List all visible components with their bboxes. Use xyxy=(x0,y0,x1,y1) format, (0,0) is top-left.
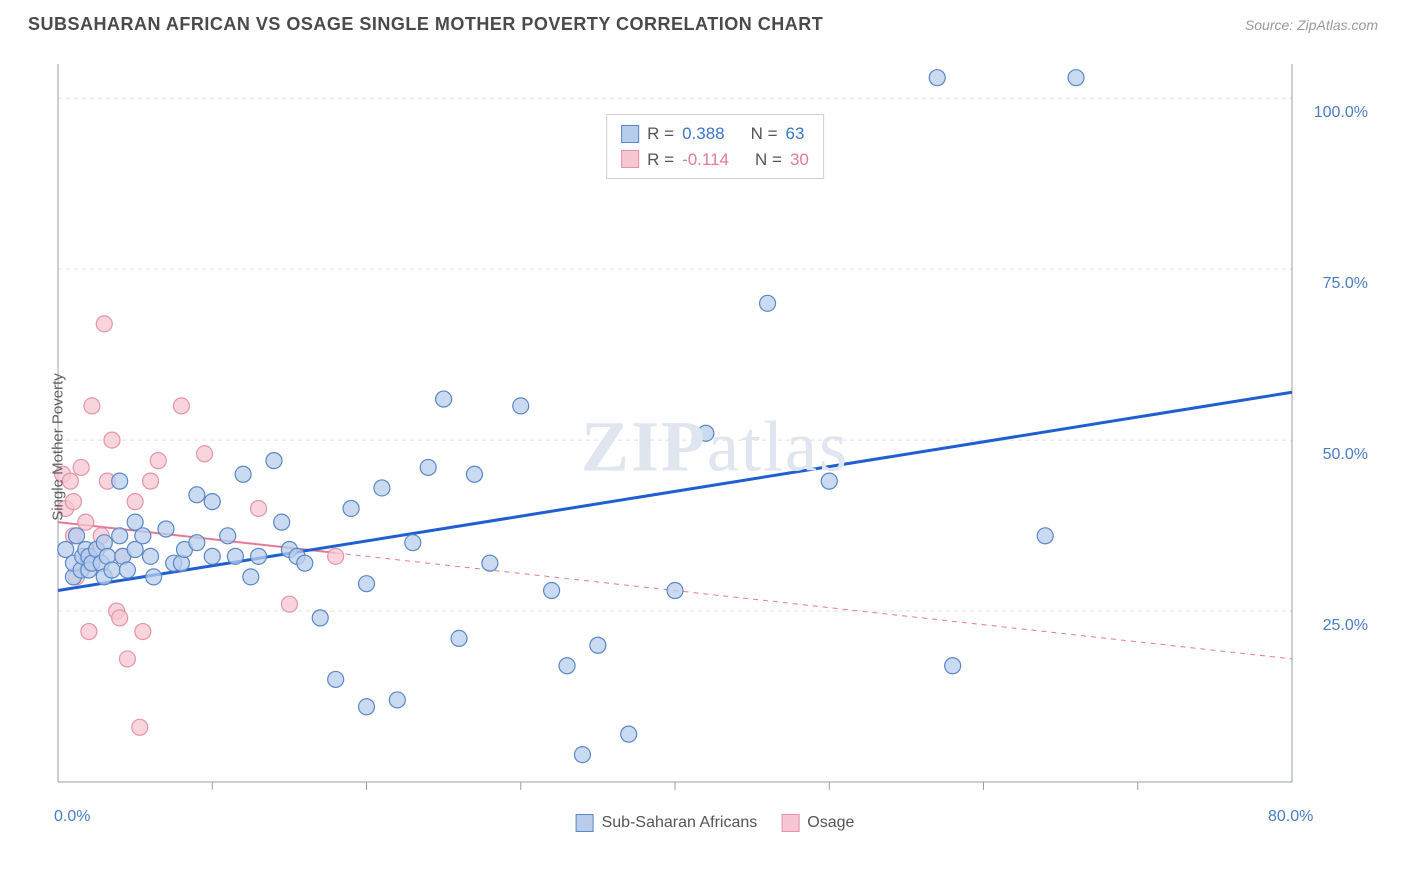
x-tick-label: 80.0% xyxy=(1268,808,1313,826)
r-label: R = xyxy=(647,121,674,147)
legend-item: Osage xyxy=(781,814,854,832)
chart-title: SUBSAHARAN AFRICAN VS OSAGE SINGLE MOTHE… xyxy=(28,14,823,35)
y-tick-label: 100.0% xyxy=(1314,104,1368,122)
chart-container: Single Mother Poverty ZIPatlas R =0.388N… xyxy=(48,52,1382,842)
chart-header: SUBSAHARAN AFRICAN VS OSAGE SINGLE MOTHE… xyxy=(0,0,1406,43)
stats-row: R = 0.388 N = 63 xyxy=(621,121,809,147)
series-swatch xyxy=(576,814,594,832)
y-tick-label: 25.0% xyxy=(1323,617,1368,635)
legend-item: Sub-Saharan Africans xyxy=(576,814,758,832)
stats-row: R = -0.114 N = 30 xyxy=(621,147,809,173)
chart-source: Source: ZipAtlas.com xyxy=(1245,17,1378,33)
series-swatch xyxy=(621,125,639,143)
legend: Sub-Saharan Africans Osage xyxy=(576,814,855,832)
y-tick-label: 75.0% xyxy=(1323,275,1368,293)
n-label: N = xyxy=(751,121,778,147)
n-value: 30 xyxy=(790,147,809,173)
legend-label: Sub-Saharan Africans xyxy=(602,814,758,832)
r-label: R = xyxy=(647,147,674,173)
y-axis-label: Single Mother Poverty xyxy=(50,373,67,521)
y-tick-label: 50.0% xyxy=(1323,446,1368,464)
n-value: 63 xyxy=(786,121,805,147)
n-label: N = xyxy=(755,147,782,173)
x-tick-label: 0.0% xyxy=(54,808,90,826)
legend-label: Osage xyxy=(807,814,854,832)
series-swatch xyxy=(621,150,639,168)
r-value: -0.114 xyxy=(682,147,729,173)
r-value: 0.388 xyxy=(682,121,725,147)
series-swatch xyxy=(781,814,799,832)
correlation-stats-box: R =0.388N =63R =-0.114N =30 xyxy=(606,114,824,179)
